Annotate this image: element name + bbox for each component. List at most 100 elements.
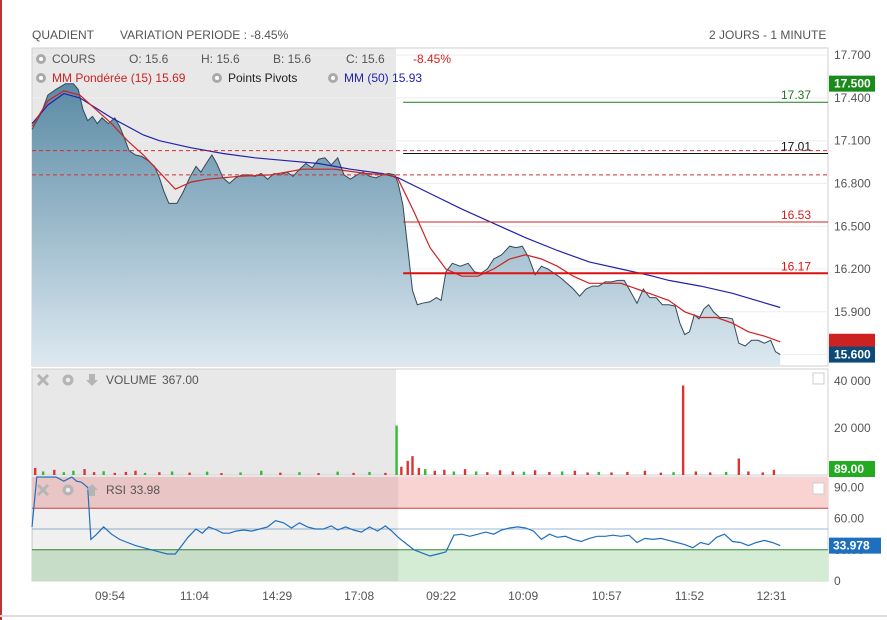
gear-icon[interactable] <box>35 53 47 65</box>
rsi-line[interactable] <box>31 476 781 557</box>
last-price-label: 15.600 <box>834 348 871 362</box>
price-tick-label: 16.800 <box>834 176 871 190</box>
axis-layer: 17.700 17.400 17.100 16.800 16.500 16.200 15.9… <box>95 48 881 603</box>
volume-layer <box>33 385 776 475</box>
volume-bar <box>463 469 467 475</box>
legend-change: -8.45% <box>413 52 452 66</box>
volume-bar <box>395 425 398 475</box>
gear-icon[interactable] <box>62 374 74 386</box>
volume-bar <box>597 471 600 475</box>
mm50-line[interactable] <box>31 92 781 309</box>
volume-bar <box>205 471 209 475</box>
volume-bar <box>474 471 478 475</box>
volume-bar <box>124 471 128 475</box>
legend-pivots[interactable]: Points Pivots <box>211 71 297 85</box>
volume-bar <box>53 469 56 475</box>
legend-mm50-label: MM (50) <box>344 71 389 85</box>
rsi-toggle-checkbox[interactable] <box>812 482 825 495</box>
volume-bar <box>737 458 741 475</box>
volume-bar <box>158 472 161 475</box>
volume-bar <box>610 472 613 475</box>
volume-last-badge <box>829 461 875 477</box>
rsi-tick-label: 60.00 <box>834 512 864 526</box>
volume-bar <box>62 472 66 475</box>
price-tick-label: 17.700 <box>834 48 871 62</box>
volume-bar <box>772 469 776 475</box>
legend-high: H: 15.6 <box>201 52 240 66</box>
target-price-label: 17.500 <box>834 77 871 91</box>
volume-value: 367.00 <box>162 373 199 387</box>
volume-bar <box>92 472 96 475</box>
time-tick-label: 17:08 <box>344 589 374 603</box>
rsi-tick-label: 90.00 <box>834 480 864 494</box>
gear-icon[interactable] <box>35 72 47 84</box>
pivot-label: 16.17 <box>781 259 811 273</box>
volume-panel-frame <box>31 368 829 476</box>
volume-bar <box>498 470 502 475</box>
volume-bar <box>511 471 514 475</box>
mm15-line[interactable] <box>31 90 781 343</box>
close-icon[interactable] <box>36 373 50 387</box>
gear-icon[interactable] <box>62 484 74 496</box>
volume-toggle-checkbox[interactable] <box>812 372 825 385</box>
volume-bar <box>279 472 282 475</box>
volume-bar <box>573 470 577 475</box>
last-price-badge <box>829 346 875 363</box>
price-layer <box>31 54 828 366</box>
gear-icon[interactable] <box>327 72 339 84</box>
period-selector[interactable]: 2 JOURS - 1 MINUTE <box>709 28 827 42</box>
mm15-badge <box>829 333 875 350</box>
rsi-oversold-zone <box>32 549 828 581</box>
volume-bar <box>317 473 320 475</box>
volume-bar <box>134 470 137 475</box>
time-tick-label: 09:54 <box>95 589 125 603</box>
volume-bar <box>443 469 446 475</box>
legend-mm15-label: MM Pondérée (15) <box>52 71 153 85</box>
time-tick-label: 11:52 <box>675 589 704 603</box>
volume-bar <box>424 469 427 475</box>
arrow-up-icon[interactable] <box>86 484 98 496</box>
arrow-down-icon[interactable] <box>86 374 98 386</box>
volume-bar <box>486 472 489 475</box>
target-price-badge <box>829 75 875 92</box>
rsi-last-label: 33.978 <box>833 539 870 553</box>
price-tick-label: 16.200 <box>834 262 871 276</box>
brand-title: QUADIENT <box>32 28 95 42</box>
volume-bar <box>260 470 263 475</box>
volume-bar <box>694 471 698 475</box>
legend-cours[interactable]: COURS <box>35 52 95 66</box>
volume-bar <box>384 472 387 475</box>
rsi-label: RSI <box>106 483 127 497</box>
legend-mm15-value: 15.69 <box>155 71 186 85</box>
legend-mm50-value: 15.93 <box>392 71 423 85</box>
volume-bar <box>672 472 675 475</box>
volume-bar <box>533 470 537 475</box>
volume-bar <box>724 471 728 475</box>
rsi-last-badge <box>829 537 881 554</box>
legend-low: B: 15.6 <box>273 52 312 66</box>
pivot-label: 17.37 <box>781 88 811 102</box>
volume-bar <box>170 471 174 475</box>
pivot-label: 17.01 <box>781 140 811 154</box>
pivot-layer: 17.37 17.01 16.53 16.17 <box>32 88 828 275</box>
volume-last-label: 89.00 <box>834 462 864 476</box>
volume-tick-label: 20 000 <box>834 421 871 435</box>
volume-bar <box>708 472 712 475</box>
legend-mm15[interactable]: MM Pondérée (15) 15.69 <box>35 71 185 85</box>
close-icon[interactable] <box>36 483 50 497</box>
rsi-overbought-zone <box>32 477 828 509</box>
day1-shade-volume <box>32 369 396 475</box>
time-tick-label: 10:57 <box>592 589 622 603</box>
volume-bar <box>143 472 147 475</box>
legend-mm50[interactable]: MM (50) 15.93 <box>327 71 422 85</box>
volume-bar <box>452 471 456 475</box>
price-line[interactable] <box>31 83 781 356</box>
volume-bar <box>761 472 764 475</box>
gear-icon[interactable] <box>211 72 223 84</box>
pivot-label: 16.53 <box>781 208 811 222</box>
price-tick-label: 16.500 <box>834 219 871 233</box>
volume-bar <box>433 470 436 475</box>
volume-bar <box>298 472 301 475</box>
